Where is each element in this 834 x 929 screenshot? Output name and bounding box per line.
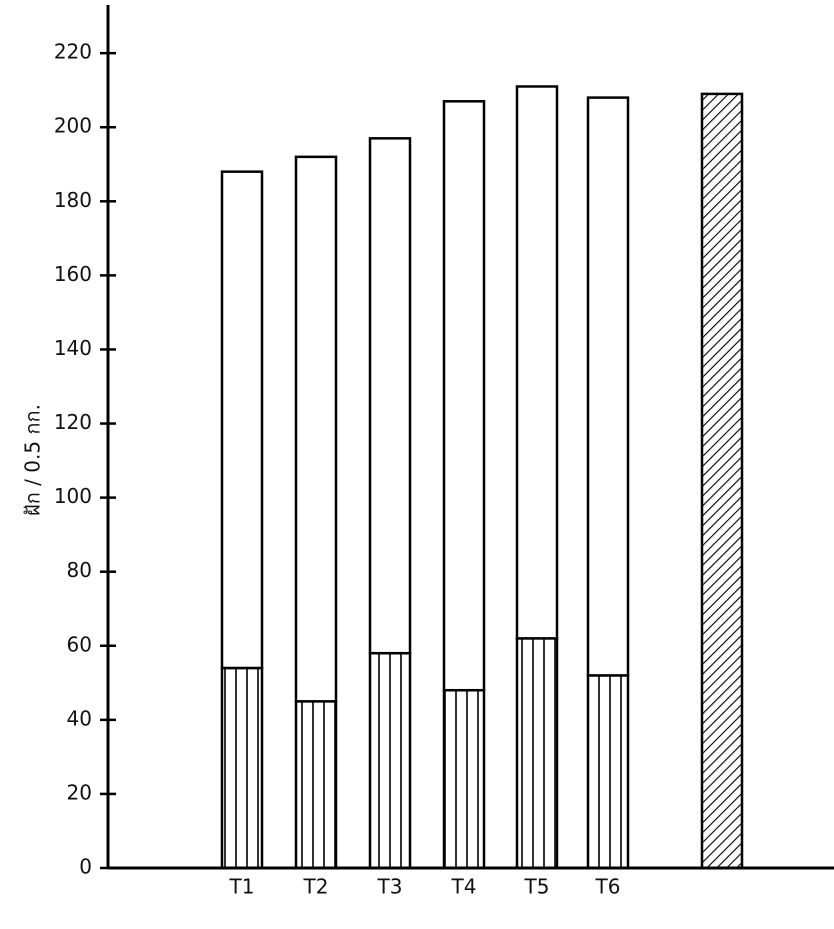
x-tick-label: T3 <box>377 875 403 899</box>
y-tick-label: 20 <box>67 780 92 804</box>
x-tick-label: T5 <box>524 875 550 899</box>
bar-segment <box>370 138 410 653</box>
bar-segment <box>444 690 484 868</box>
y-tick-label: 0 <box>79 855 92 879</box>
x-tick-label: T2 <box>303 875 329 899</box>
bar-segment <box>222 668 262 868</box>
y-tick-label: 140 <box>54 336 92 360</box>
bar-segment <box>296 701 336 868</box>
bar-segment <box>517 86 557 638</box>
bar-segment <box>370 653 410 868</box>
y-axis-label: ฝัก / 0.5 กก. <box>21 404 45 516</box>
y-tick-label: 120 <box>54 410 92 434</box>
y-tick-label: 180 <box>54 188 92 212</box>
y-tick-label: 80 <box>67 558 92 582</box>
x-tick-label: T1 <box>229 875 255 899</box>
bar-segment <box>588 98 628 676</box>
bar-segment <box>517 638 557 868</box>
y-tick-label: 100 <box>54 484 92 508</box>
y-tick-label: 60 <box>67 632 92 656</box>
bar-segment <box>444 101 484 690</box>
chart: ฝัก / 0.5 กก. 0 20 40 60 80 100 120 140 160 180 20… <box>0 0 834 929</box>
x-tick-label: T6 <box>595 875 621 899</box>
y-tick-label: 220 <box>54 40 92 64</box>
bar-segment <box>588 675 628 868</box>
page: ฝัก / 0.5 กก. 0 20 40 60 80 100 120 140 160 180 20… <box>0 0 834 929</box>
bar-segment <box>702 94 742 868</box>
y-tick-label: 200 <box>54 114 92 138</box>
x-tick-label: T4 <box>451 875 477 899</box>
bar-segment <box>296 157 336 701</box>
bar-segment <box>222 172 262 668</box>
y-tick-label: 40 <box>67 706 92 730</box>
y-tick-label: 160 <box>54 262 92 286</box>
